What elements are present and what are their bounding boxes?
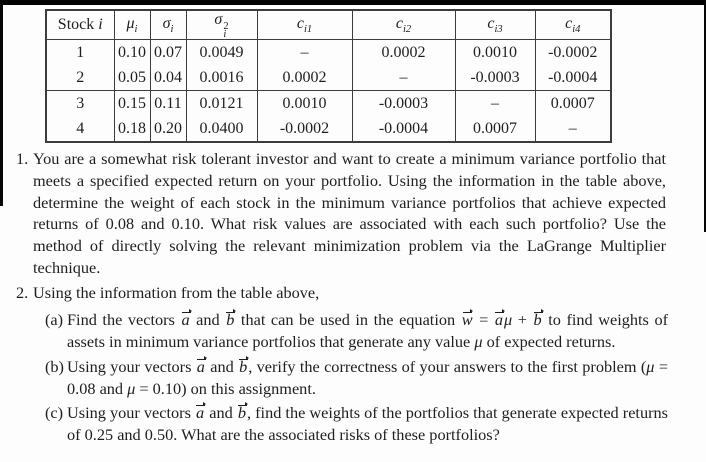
- table-cell: 0.0007: [454, 116, 536, 142]
- table-cell: 3: [45, 90, 115, 116]
- vector-arrow-icon: [196, 356, 207, 360]
- problem-2a-text: Find the vectors a and b that can be use…: [67, 309, 669, 351]
- table-cell: -0.0004: [351, 116, 456, 142]
- table-cell: 0.04: [149, 65, 187, 91]
- scan-artifact-top-bar: [0, 0, 706, 5]
- table-cell: 0.18: [113, 116, 151, 142]
- problem-2b-label: (b): [45, 357, 64, 376]
- table-cell: 0.0002: [256, 65, 353, 91]
- problem-1-number: 1.: [16, 149, 29, 168]
- col-header-ci4: ci4: [534, 10, 612, 40]
- table-cell: -0.0004: [534, 65, 612, 91]
- mu-symbol: μ: [474, 331, 483, 351]
- problem-2c-label: (c): [45, 403, 64, 422]
- problem-2c: (c) Using your vectors a and b, find the…: [45, 402, 668, 446]
- table-cell: 0.10: [113, 39, 151, 65]
- mu-symbol: μ: [504, 310, 513, 329]
- vector-arrow-icon: [226, 309, 237, 313]
- table-cell: 0.0007: [534, 90, 612, 116]
- vector-a: a: [181, 309, 192, 329]
- table-cell: –: [351, 65, 456, 91]
- table-cell: 0.0049: [185, 39, 258, 65]
- col-header-ci3: ci3: [454, 10, 536, 40]
- table-cell: 0.05: [113, 65, 151, 91]
- vector-a: a: [494, 309, 505, 329]
- mu-symbol: μ: [127, 378, 136, 398]
- vector-arrow-icon: [196, 402, 207, 406]
- table-cell: 0.0400: [185, 116, 258, 142]
- vector-a: a: [196, 356, 207, 376]
- problem-2c-text: Using your vectors a and b, find the wei…: [67, 402, 668, 444]
- table-row-stock-4: 4 0.18 0.20 0.0400 -0.0002 -0.0004 0.000…: [45, 116, 612, 142]
- table-cell: 0.0002: [351, 39, 456, 65]
- col-header-stock: Stock i: [45, 10, 115, 40]
- vector-arrow-icon: [239, 356, 250, 360]
- vector-arrow-icon: [533, 309, 544, 313]
- col-header-mu: μi: [113, 10, 151, 40]
- table-cell: 0.0121: [185, 90, 258, 116]
- vector-b: b: [226, 309, 237, 329]
- table-cell: 0.07: [149, 39, 187, 65]
- table-cell: 2: [45, 65, 115, 91]
- table-cell: 0.0016: [185, 65, 258, 91]
- table-cell: -0.0003: [351, 90, 456, 116]
- col-header-ci2: ci2: [351, 10, 456, 40]
- vector-arrow-icon: [237, 402, 248, 406]
- table-cell: 0.15: [113, 90, 151, 116]
- scan-artifact-left-bar: [0, 0, 3, 206]
- scan-artifact-right-bar: [704, 0, 706, 232]
- table-cell: 0.11: [149, 90, 187, 116]
- problem-2b: (b) Using your vectors a and b, verify t…: [45, 356, 668, 400]
- vector-arrow-icon: [494, 309, 505, 313]
- mu-symbol: μ: [646, 357, 655, 376]
- table-row-stock-2: 2 0.05 0.04 0.0016 0.0002 – -0.0003 -0.0…: [45, 65, 612, 91]
- problem-2-number: 2.: [16, 283, 29, 302]
- table-cell: -0.0002: [256, 116, 353, 142]
- table-cell: –: [256, 39, 353, 65]
- problem-2a-label: (a): [45, 310, 64, 329]
- table-cell: –: [454, 90, 536, 116]
- col-header-ci1: ci1: [256, 10, 353, 40]
- table-row-stock-3: 3 0.15 0.11 0.0121 0.0010 -0.0003 – 0.00…: [45, 90, 612, 116]
- table-cell: 4: [45, 116, 115, 142]
- table-cell: -0.0002: [534, 39, 612, 65]
- table-cell: 0.20: [149, 116, 187, 142]
- table-row-stock-1: 1 0.10 0.07 0.0049 – 0.0002 0.0010 -0.00…: [45, 39, 612, 65]
- table-cell: –: [534, 116, 612, 142]
- table-cell: 0.0010: [454, 39, 536, 65]
- table-cell: 0.0010: [256, 90, 353, 116]
- table-cell: -0.0003: [454, 65, 536, 91]
- problem-1: 1. You are a somewhat risk tolerant inve…: [16, 148, 666, 279]
- problem-2a: (a) Find the vectors a and b that can be…: [45, 309, 668, 353]
- vector-b: b: [237, 402, 248, 422]
- vector-arrow-icon: [181, 309, 192, 313]
- problem-2b-text: Using your vectors a and b, verify the c…: [67, 356, 669, 398]
- vector-arrow-icon: [463, 309, 474, 313]
- vector-b: b: [239, 356, 250, 376]
- vector-b: b: [533, 309, 544, 329]
- problem-1-text: You are a somewhat risk tolerant investo…: [33, 149, 666, 277]
- table-cell: 1: [45, 39, 115, 65]
- problem-2-intro: Using the information from the table abo…: [33, 283, 320, 302]
- vector-w: w: [461, 309, 474, 329]
- problem-2: 2. Using the information from the table …: [16, 282, 666, 304]
- vector-a: a: [196, 402, 207, 422]
- col-header-sigma: σi: [149, 10, 187, 40]
